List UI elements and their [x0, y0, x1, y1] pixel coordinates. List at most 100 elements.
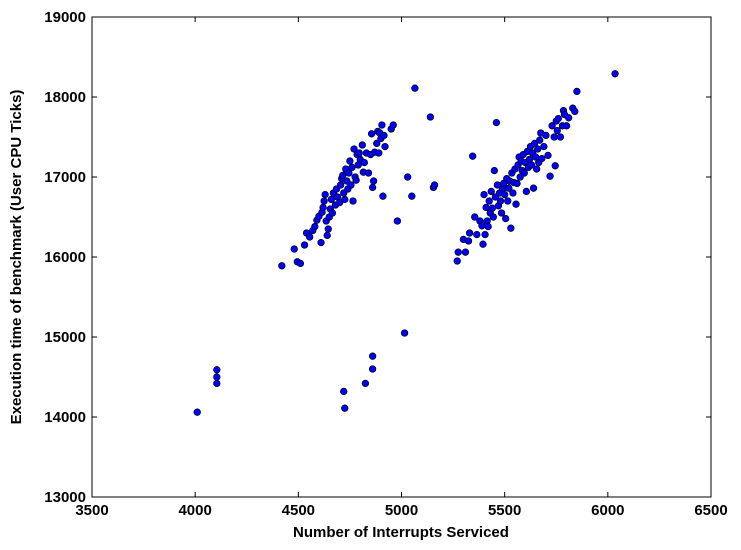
data-point: [278, 262, 286, 270]
data-point: [306, 233, 314, 241]
data-point: [492, 118, 501, 127]
data-point: [532, 165, 541, 173]
data-point: [509, 189, 517, 197]
data-point: [327, 195, 335, 204]
data-point: [485, 197, 493, 205]
data-point: [340, 387, 348, 396]
data-point: [538, 154, 546, 163]
data-point: [367, 130, 376, 138]
data-point: [300, 241, 309, 249]
data-point: [193, 408, 201, 416]
data-point: [465, 229, 474, 237]
data-point: [502, 214, 510, 223]
data-point: [373, 139, 381, 148]
data-point: [378, 121, 386, 129]
data-point: [464, 237, 473, 245]
data-point: [328, 209, 337, 217]
data-point: [311, 222, 319, 231]
data-point: [530, 139, 539, 148]
x-tick-label: 6500: [694, 502, 727, 519]
data-point: [323, 231, 331, 240]
data-point: [336, 181, 345, 189]
y-axis-label: Execution time of benchmark (User CPU Ti…: [8, 90, 25, 425]
x-tick-label: 6000: [591, 502, 624, 519]
data-point: [548, 122, 556, 130]
data-point: [480, 190, 488, 199]
data-point: [454, 248, 462, 256]
data-point: [404, 173, 412, 181]
data-point: [213, 366, 221, 374]
data-point: [554, 114, 562, 123]
data-point: [507, 224, 515, 232]
data-point: [571, 107, 579, 116]
data-point: [490, 166, 499, 175]
x-tick-label: 3500: [75, 502, 108, 519]
data-point: [320, 197, 328, 205]
y-tick-label: 19000: [44, 9, 86, 26]
data-point: [534, 145, 542, 153]
data-point: [469, 152, 477, 160]
data-point: [350, 145, 358, 153]
data-point: [347, 181, 355, 189]
data-point: [550, 133, 558, 141]
data-point: [290, 245, 298, 253]
data-point: [527, 161, 536, 169]
data-point: [341, 404, 349, 412]
x-tick-label: 4500: [282, 502, 315, 519]
data-point: [529, 184, 538, 192]
data-point: [352, 176, 360, 184]
data-point: [321, 190, 329, 199]
data-point: [341, 195, 349, 204]
data-point: [349, 197, 357, 205]
x-tick-label: 4000: [178, 502, 211, 519]
data-point: [213, 379, 221, 388]
data-point: [544, 151, 552, 160]
data-point: [504, 197, 512, 205]
data-point: [564, 114, 573, 122]
data-point: [364, 169, 373, 177]
y-axis: 13000 14000 15000 16000 17000 18000 19000: [44, 9, 711, 506]
data-point: [611, 70, 619, 78]
data-point: [496, 197, 505, 205]
data-point: [368, 183, 377, 192]
x-axis-label: Number of Interrupts Serviced: [293, 524, 509, 541]
y-tick-label: 18000: [44, 89, 86, 106]
data-point: [346, 157, 354, 165]
data-point: [562, 122, 571, 130]
y-tick-label: 13000: [44, 489, 86, 506]
data-point: [375, 149, 383, 157]
data-point: [368, 365, 377, 373]
data-point: [319, 203, 327, 212]
data-point: [482, 203, 490, 212]
data-points: [193, 70, 619, 416]
x-tick-label: 5000: [385, 502, 418, 519]
data-point: [478, 222, 486, 230]
data-point: [317, 238, 325, 247]
data-point: [542, 131, 550, 140]
data-point: [489, 213, 497, 221]
data-point: [213, 373, 221, 381]
x-tick-label: 5500: [488, 502, 521, 519]
y-tick-label: 15000: [44, 329, 86, 346]
data-point: [368, 352, 377, 360]
data-point: [369, 177, 378, 185]
data-point: [551, 162, 559, 170]
data-point: [553, 126, 561, 135]
data-point: [556, 133, 565, 141]
data-point: [536, 136, 544, 144]
data-point: [505, 184, 513, 192]
data-point: [520, 169, 528, 177]
y-tick-label: 16000: [44, 249, 86, 266]
data-point: [573, 87, 581, 96]
data-point: [512, 200, 520, 208]
data-point: [379, 192, 387, 200]
data-point: [484, 222, 492, 231]
data-point: [361, 379, 370, 388]
data-point: [360, 158, 369, 167]
data-point: [393, 217, 402, 225]
data-point: [389, 121, 397, 129]
data-point: [411, 84, 419, 92]
data-point: [522, 187, 530, 196]
data-point: [408, 192, 416, 200]
plot-area: [92, 17, 711, 497]
